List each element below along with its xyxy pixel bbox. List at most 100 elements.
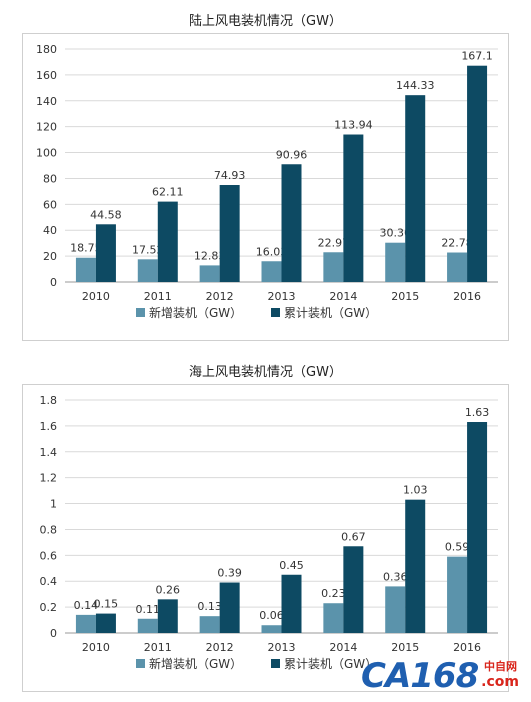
bar-new-installed	[385, 242, 406, 282]
chart-svg-offshore: 0 0.2 0.4 0.6 0.8 1 1.2 1.4 1.6 1.8 0.140.15 2010 0.…	[40, 394, 498, 671]
y-tick-label: 1.4	[40, 446, 58, 459]
bar-cumulative-installed	[281, 164, 302, 282]
data-label: 17.52	[132, 243, 164, 256]
bar-new-installed	[75, 257, 96, 282]
chart-title-offshore: 海上风电装机情况（GW）	[189, 365, 342, 380]
y-tick-label: 140	[36, 95, 57, 108]
x-tick-label: 2015	[391, 641, 419, 654]
bar-new-installed	[447, 252, 468, 282]
watermark-logo: CA168 中自网 .com	[361, 652, 521, 696]
data-label: 0.36	[383, 570, 408, 583]
x-tick-label: 2016	[453, 290, 481, 303]
data-label: 16.03	[256, 245, 288, 258]
bar-cumulative-installed	[343, 134, 364, 282]
bar-cumulative-installed	[219, 582, 240, 633]
bar-cumulative-installed	[343, 546, 364, 633]
bar-cumulative-installed	[157, 201, 178, 282]
bar-new-installed	[261, 261, 282, 282]
data-label: 113.94	[334, 119, 373, 132]
legend-label: 新增装机（GW）	[149, 305, 242, 320]
x-tick-label: 2014	[329, 641, 357, 654]
data-label: 0.45	[279, 559, 304, 572]
chart-title-onshore: 陆上风电装机情况（GW）	[189, 14, 342, 29]
data-label: 22.97	[318, 236, 350, 249]
x-tick-label: 2010	[82, 290, 110, 303]
y-tick-label: 0.6	[40, 549, 58, 562]
bar-new-installed	[137, 618, 158, 633]
watermark-com-text: .com	[481, 674, 519, 690]
bar-new-installed	[199, 265, 220, 282]
y-tick-label: 1.8	[40, 394, 58, 407]
y-tick-label: 40	[43, 224, 57, 237]
data-label: 22.78	[441, 237, 473, 250]
chart-svg-onshore: 0 20 40 60 80 100 120 140 160 180 18.75 44.58 2010 17…	[36, 43, 498, 320]
data-label: 0.15	[94, 598, 119, 611]
watermark-cn-text: 中自网	[484, 660, 517, 673]
y-tick-label: 0.2	[40, 601, 58, 614]
data-label: 0.67	[341, 530, 366, 543]
bar-cumulative-installed	[405, 95, 426, 282]
x-tick-label: 2012	[206, 290, 234, 303]
x-tick-label: 2013	[268, 290, 296, 303]
x-tick-label: 2012	[206, 641, 234, 654]
data-label: 1.03	[403, 484, 428, 497]
data-label: 0.26	[156, 583, 181, 596]
data-label: 62.11	[152, 186, 184, 199]
legend-swatch	[136, 659, 145, 668]
data-label: 0.14	[74, 599, 99, 612]
watermark-main-text: CA168	[361, 656, 479, 696]
bar-cumulative-installed	[281, 574, 302, 633]
chart-panel-offshore: 0 0.2 0.4 0.6 0.8 1 1.2 1.4 1.6 1.8 0.14 0.15 2010 0.…	[22, 384, 509, 692]
y-tick-label: 0.8	[40, 523, 58, 536]
legend-label: 新增装机（GW）	[149, 656, 242, 671]
x-tick-label: 2016	[453, 641, 481, 654]
bar-cumulative-installed	[95, 224, 116, 282]
x-tick-label: 2011	[144, 290, 172, 303]
y-tick-label: 0.4	[40, 575, 58, 588]
data-label: 0.13	[197, 600, 222, 613]
y-tick-label: 1.2	[40, 472, 58, 485]
x-tick-label: 2014	[329, 290, 357, 303]
y-tick-label: 180	[36, 43, 57, 56]
legend-swatch	[271, 659, 280, 668]
data-label: 0.23	[321, 587, 346, 600]
bar-new-installed	[75, 614, 96, 633]
data-label: 0.11	[136, 603, 161, 616]
y-tick-label: 20	[43, 250, 57, 263]
data-label: 144.33	[396, 79, 435, 92]
bar-new-installed	[137, 259, 158, 282]
data-label: 0.06	[259, 609, 284, 622]
y-tick-label: 120	[36, 121, 57, 134]
bar-cumulative-installed	[157, 599, 178, 633]
bar-cumulative-installed	[405, 499, 426, 633]
x-tick-label: 2013	[268, 641, 296, 654]
y-tick-label: 60	[43, 198, 57, 211]
bar-new-installed	[385, 586, 406, 633]
data-label: 1.63	[465, 406, 490, 419]
chart-panel-onshore: 0 20 40 60 80 100 120 140 160 180 18.75 44.58 2010 17…	[22, 33, 509, 341]
x-tick-label: 2010	[82, 641, 110, 654]
data-label: 44.58	[90, 208, 122, 221]
data-label: 0.59	[445, 541, 470, 554]
legend-label: 累计装机（GW）	[284, 657, 377, 671]
bar-cumulative-installed	[219, 185, 240, 282]
data-label: 167.1	[461, 50, 493, 63]
y-tick-label: 160	[36, 69, 57, 82]
bar-new-installed	[323, 252, 344, 282]
bar-new-installed	[447, 556, 468, 633]
y-tick-label: 0	[50, 276, 57, 289]
y-tick-label: 80	[43, 172, 57, 185]
data-label: 0.39	[217, 567, 242, 580]
bar-cumulative-installed	[467, 65, 488, 282]
y-tick-label: 1.6	[40, 420, 58, 433]
legend-swatch	[136, 308, 145, 317]
x-tick-label: 2015	[391, 290, 419, 303]
bar-new-installed	[323, 603, 344, 633]
y-tick-label: 1	[50, 498, 57, 511]
legend-swatch	[271, 308, 280, 317]
data-label: 30.36	[379, 227, 411, 240]
bar-new-installed	[199, 616, 220, 633]
y-tick-label: 100	[36, 147, 57, 160]
legend-label: 累计装机（GW）	[284, 306, 377, 320]
data-label: 74.93	[214, 169, 246, 182]
